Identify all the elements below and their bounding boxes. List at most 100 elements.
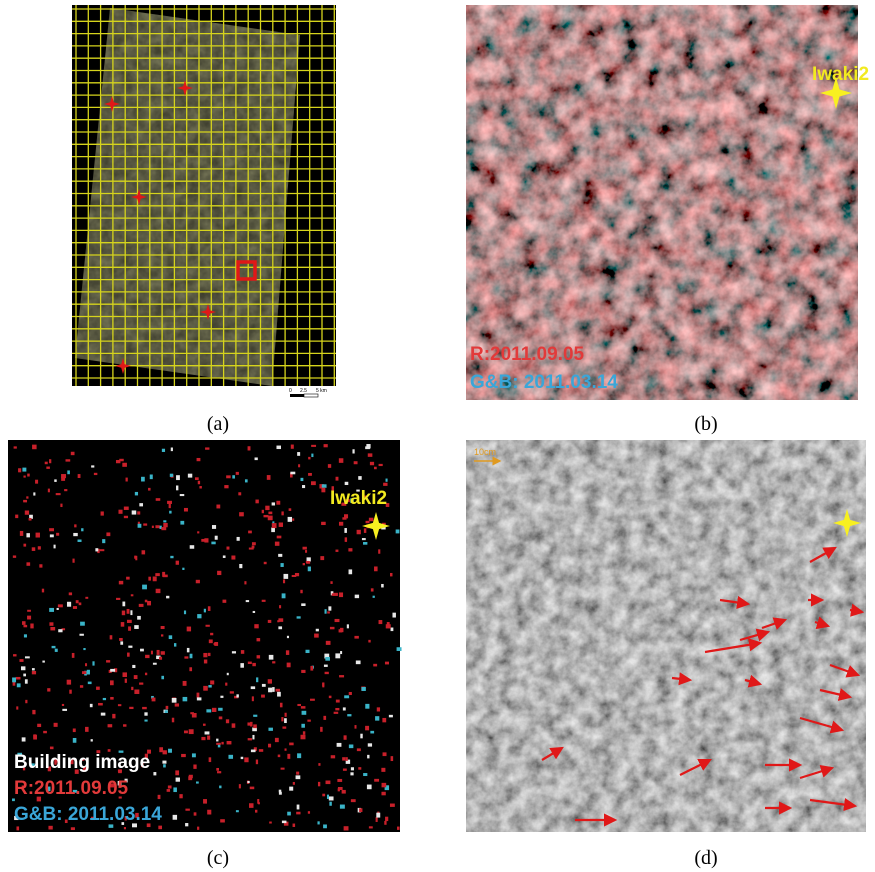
building-pixel (163, 764, 166, 768)
building-pixel (314, 633, 319, 638)
building-pixel (12, 677, 17, 683)
building-pixel (142, 584, 147, 590)
building-pixel (72, 789, 78, 793)
building-pixel (290, 444, 294, 449)
building-pixel (358, 476, 362, 480)
building-pixel (305, 649, 310, 654)
building-pixel (117, 780, 122, 786)
building-pixel (300, 706, 306, 709)
building-pixel (146, 823, 151, 828)
building-pixel (282, 726, 287, 729)
building-pixel (339, 675, 345, 678)
building-pixel (378, 549, 381, 554)
marker-star (200, 304, 216, 320)
building-pixel (130, 610, 133, 616)
building-pixel (61, 628, 66, 631)
title: Building image (14, 752, 150, 773)
building-pixel (29, 763, 35, 768)
building-pixel (189, 667, 193, 672)
building-pixel (170, 555, 174, 559)
building-pixel (183, 507, 188, 512)
building-pixel (356, 748, 361, 752)
building-pixel (211, 541, 216, 545)
building-pixel (321, 484, 327, 488)
building-pixel (188, 774, 193, 779)
building-pixel (320, 556, 325, 561)
building-pixel (311, 453, 314, 458)
building-pixel (390, 756, 394, 762)
building-pixel (252, 734, 255, 740)
building-pixel (359, 808, 363, 813)
building-pixel (353, 461, 358, 465)
building-pixel (196, 457, 201, 462)
building-pixel (261, 509, 264, 514)
building-pixel (350, 767, 354, 771)
building-pixel (333, 592, 338, 596)
building-pixels (12, 444, 402, 831)
site-star (833, 509, 861, 537)
building-pixel (132, 823, 137, 828)
building-pixel (339, 804, 345, 809)
building-pixel (123, 506, 129, 510)
building-pixel (296, 771, 300, 775)
building-pixel (139, 503, 144, 507)
building-pixel (263, 514, 269, 518)
building-pixel (205, 447, 210, 450)
scale-label: 0 (289, 388, 292, 394)
building-pixel (196, 781, 199, 784)
building-pixel (23, 673, 27, 677)
building-pixel (381, 583, 384, 588)
building-pixel (33, 734, 37, 740)
building-pixel (205, 624, 210, 627)
building-pixel (284, 718, 287, 724)
building-pixel (238, 784, 241, 789)
building-pixel (279, 605, 282, 609)
building-pixel (374, 778, 380, 782)
building-pixel (348, 691, 352, 696)
building-pixel (240, 650, 245, 654)
building-pixel (302, 485, 306, 489)
building-pixel (64, 819, 68, 824)
building-pixel (175, 560, 179, 565)
building-pixel (182, 680, 187, 686)
building-pixel (109, 635, 113, 640)
building-pixel (72, 606, 78, 609)
building-pixel (250, 721, 253, 727)
building-pixel (297, 452, 301, 456)
building-pixel (235, 471, 239, 475)
red-date: R:2011.09.05 (470, 344, 585, 365)
building-pixel (307, 719, 311, 722)
building-pixel (356, 529, 361, 535)
building-pixel (208, 685, 212, 688)
building-pixel (121, 822, 125, 825)
building-pixel (250, 686, 256, 690)
building-pixel (201, 736, 206, 741)
building-pixel (238, 492, 242, 496)
building-pixel (369, 461, 375, 466)
building-pixel (253, 724, 257, 729)
building-pixel (338, 521, 344, 526)
building-pixel (118, 580, 124, 585)
building-pixel (388, 714, 393, 718)
building-pixel (165, 705, 169, 710)
building-pixel (79, 685, 84, 688)
building-pixel (150, 650, 153, 655)
building-pixel (279, 702, 283, 708)
building-pixel (317, 821, 320, 825)
building-pixel (49, 459, 52, 464)
building-pixel (30, 623, 34, 629)
building-pixel (27, 615, 32, 620)
building-pixel (207, 735, 211, 740)
building-pixel (288, 508, 292, 511)
displacement-arrow (704, 638, 763, 654)
displacement-arrow (814, 616, 831, 630)
building-pixel (207, 652, 211, 657)
building-pixel (360, 733, 363, 739)
building-pixel (144, 599, 148, 603)
building-pixel (24, 679, 28, 684)
site-star (820, 77, 852, 109)
building-pixel (61, 703, 65, 706)
building-pixel (208, 757, 212, 763)
building-pixel (91, 465, 95, 468)
building-pixel (302, 546, 307, 550)
